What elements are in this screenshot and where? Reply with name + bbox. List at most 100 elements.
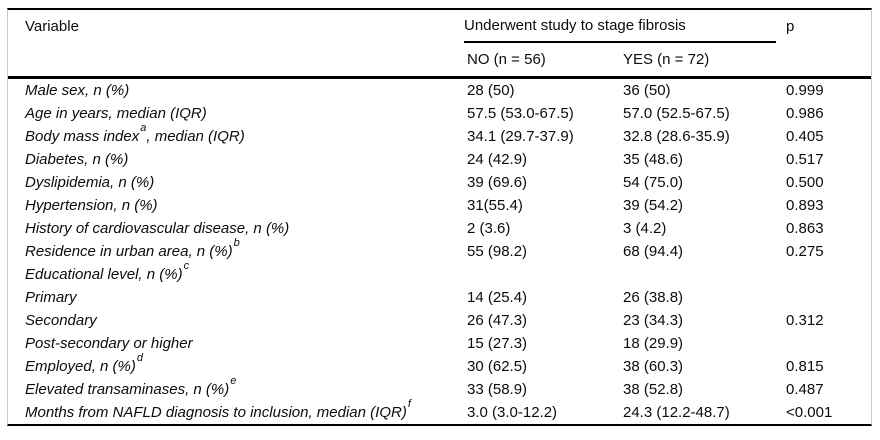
empty-header-cell bbox=[8, 43, 467, 76]
variable-cell: Diabetes, n (%) bbox=[8, 148, 467, 171]
yes-value-cell: 23 (34.3) bbox=[623, 312, 684, 329]
variable-cell: Educational level, n (%)c bbox=[8, 260, 467, 286]
footnote-marker: d bbox=[136, 352, 143, 364]
table-row: Employed, n (%)d 30 (62.5) 38 (60.3) 0.8… bbox=[8, 352, 871, 378]
variable-cell: Employed, n (%)d bbox=[8, 352, 467, 378]
p-value-cell: 0.999 bbox=[786, 82, 824, 99]
variable-cell: History of cardiovascular disease, n (%) bbox=[8, 217, 467, 240]
p-value-cell: 0.487 bbox=[786, 381, 824, 398]
table-row: History of cardiovascular disease, n (%)… bbox=[8, 217, 871, 240]
no-value-cell: 31(55.4) bbox=[467, 197, 523, 214]
yes-value-cell: 18 (29.9) bbox=[623, 335, 684, 352]
no-value-cell: 39 (69.6) bbox=[467, 174, 528, 191]
no-value-cell: 57.5 (53.0-67.5) bbox=[467, 105, 574, 122]
p-value-cell: 0.500 bbox=[786, 174, 824, 191]
no-value-cell: 15 (27.3) bbox=[467, 335, 528, 352]
table-row: Dyslipidemia, n (%) 39 (69.6) 54 (75.0) … bbox=[8, 171, 871, 194]
yes-value-cell: 54 (75.0) bbox=[623, 174, 684, 191]
p-value-cell bbox=[786, 263, 871, 286]
footnote-marker: e bbox=[230, 375, 237, 387]
no-value-cell: 33 (58.9) bbox=[467, 381, 528, 398]
table-row: Age in years, median (IQR) 57.5 (53.0-67… bbox=[8, 102, 871, 125]
no-value-cell: 24 (42.9) bbox=[467, 151, 528, 168]
variable-label: Primary bbox=[25, 289, 77, 306]
no-value-cell: 55 (98.2) bbox=[467, 243, 528, 260]
table-row: Hypertension, n (%) 31(55.4) 39 (54.2) 0… bbox=[8, 194, 871, 217]
yes-value-cell: 35 (48.6) bbox=[623, 151, 684, 168]
variable-label: Male sex, n (%) bbox=[25, 82, 130, 99]
no-group-header-cell: NO (n = 56) bbox=[467, 51, 546, 68]
variable-label: Dyslipidemia, n (%) bbox=[25, 174, 155, 191]
variable-cell: Dyslipidemia, n (%) bbox=[8, 171, 467, 194]
variable-cell: Residence in urban area, n (%)b bbox=[8, 238, 467, 263]
variable-cell: Male sex, n (%) bbox=[8, 79, 467, 102]
yes-value-cell: 36 (50) bbox=[623, 82, 671, 99]
no-value-cell: 3.0 (3.0-12.2) bbox=[467, 404, 558, 421]
p-value-cell: 0.986 bbox=[786, 105, 824, 122]
variable-label: Diabetes, n (%) bbox=[25, 151, 129, 168]
p-value-cell: 0.405 bbox=[786, 128, 824, 145]
p-header-cell: p bbox=[786, 18, 795, 35]
no-value-cell bbox=[467, 263, 623, 286]
yes-value-cell: 57.0 (52.5-67.5) bbox=[623, 105, 730, 122]
table-row: Elevated transaminases, n (%)e 33 (58.9)… bbox=[8, 375, 871, 401]
spanner-header-cell: Underwent study to stage fibrosis bbox=[464, 10, 776, 43]
variable-label: Employed, n (%)d bbox=[25, 352, 143, 376]
yes-value-cell: 3 (4.2) bbox=[623, 220, 667, 237]
p-value-cell: 0.893 bbox=[786, 197, 824, 214]
p-value-cell bbox=[786, 286, 871, 309]
table-body: Male sex, n (%) 28 (50) 36 (50) 0.999 Ag… bbox=[8, 79, 871, 424]
variable-label: Elevated transaminases, n (%)e bbox=[25, 375, 237, 399]
variable-label: Educational level, n (%)c bbox=[25, 260, 190, 284]
no-value-cell: 34.1 (29.7-37.9) bbox=[467, 128, 574, 145]
table-row: Post-secondary or higher 15 (27.3) 18 (2… bbox=[8, 332, 871, 355]
header-row-sub: NO (n = 56) YES (n = 72) bbox=[8, 43, 871, 79]
p-value-cell: 0.815 bbox=[786, 358, 824, 375]
yes-value-cell: 68 (94.4) bbox=[623, 243, 684, 260]
yes-value-cell: 32.8 (28.6-35.9) bbox=[623, 128, 730, 145]
yes-group-header-cell: YES (n = 72) bbox=[623, 51, 710, 68]
no-value-cell: 30 (62.5) bbox=[467, 358, 528, 375]
variable-label: History of cardiovascular disease, n (%) bbox=[25, 220, 290, 237]
table-row: Body mass indexa, median (IQR) 34.1 (29.… bbox=[8, 122, 871, 148]
table-row: Residence in urban area, n (%)b 55 (98.2… bbox=[8, 238, 871, 263]
variable-label: Post-secondary or higher bbox=[25, 335, 193, 352]
p-value-cell bbox=[786, 332, 871, 355]
yes-value-cell: 38 (52.8) bbox=[623, 381, 684, 398]
variable-cell: Elevated transaminases, n (%)e bbox=[8, 375, 467, 401]
baseline-characteristics-table: Variable Underwent study to stage fibros… bbox=[7, 8, 872, 426]
variable-header-cell: Variable bbox=[25, 18, 79, 35]
table-row: Months from NAFLD diagnosis to inclusion… bbox=[8, 398, 871, 424]
variable-label: Hypertension, n (%) bbox=[25, 197, 158, 214]
variable-cell: Primary bbox=[8, 286, 467, 309]
p-value-cell: 0.312 bbox=[786, 312, 824, 329]
p-value-cell: 0.863 bbox=[786, 220, 824, 237]
variable-cell: Hypertension, n (%) bbox=[8, 194, 467, 217]
variable-cell: Secondary bbox=[8, 309, 467, 332]
footnote-marker: a bbox=[140, 122, 147, 134]
table-row: Male sex, n (%) 28 (50) 36 (50) 0.999 bbox=[8, 79, 871, 102]
no-value-cell: 26 (47.3) bbox=[467, 312, 528, 329]
table-row: Secondary 26 (47.3) 23 (34.3) 0.312 bbox=[8, 309, 871, 332]
table-row: Primary 14 (25.4) 26 (38.8) bbox=[8, 286, 871, 309]
table-row: Educational level, n (%)c bbox=[8, 260, 871, 286]
yes-value-cell: 39 (54.2) bbox=[623, 197, 684, 214]
p-value-cell: 0.517 bbox=[786, 151, 824, 168]
no-value-cell: 14 (25.4) bbox=[467, 289, 528, 306]
yes-value-cell bbox=[623, 263, 786, 286]
no-value-cell: 28 (50) bbox=[467, 82, 515, 99]
p-value-cell: <0.001 bbox=[786, 404, 833, 421]
yes-value-cell: 38 (60.3) bbox=[623, 358, 684, 375]
empty-header-cell bbox=[786, 43, 871, 76]
variable-label: Months from NAFLD diagnosis to inclusion… bbox=[25, 398, 411, 422]
variable-cell: Body mass indexa, median (IQR) bbox=[8, 122, 467, 148]
footnote-marker: c bbox=[183, 260, 190, 272]
table-row: Diabetes, n (%) 24 (42.9) 35 (48.6) 0.51… bbox=[8, 148, 871, 171]
no-value-cell: 2 (3.6) bbox=[467, 220, 511, 237]
header-row-top: Variable Underwent study to stage fibros… bbox=[8, 10, 871, 43]
variable-cell: Post-secondary or higher bbox=[8, 332, 467, 355]
variable-label: Body mass indexa, median (IQR) bbox=[25, 122, 245, 146]
variable-label: Age in years, median (IQR) bbox=[25, 105, 207, 122]
yes-value-cell: 26 (38.8) bbox=[623, 289, 684, 306]
variable-cell: Months from NAFLD diagnosis to inclusion… bbox=[8, 398, 467, 424]
